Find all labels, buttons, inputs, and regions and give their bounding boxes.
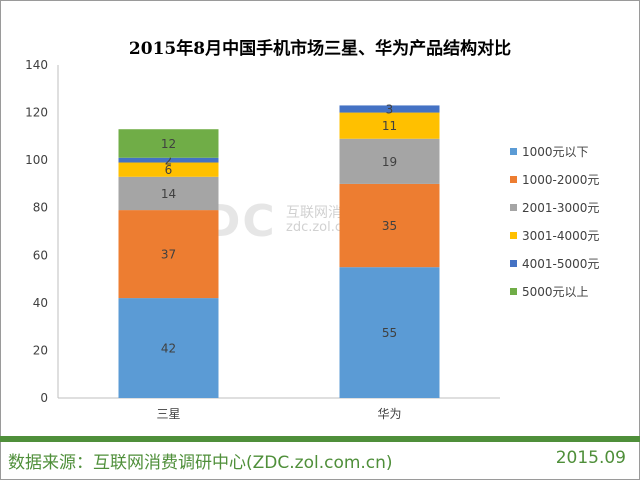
data-label: 3 [386,103,394,117]
x-tick-label: 华为 [377,407,401,421]
legend-label: 1000元以下 [522,145,589,159]
footer-divider [0,436,640,442]
data-label: 42 [161,342,176,356]
bar-segment [339,112,440,139]
legend-label: 1000-2000元 [522,173,599,187]
bar-segment [118,298,219,398]
bar-segment [339,267,440,398]
legend-swatch [510,232,517,239]
data-label: 35 [382,219,397,233]
x-tick-label: 三星 [156,407,180,421]
y-tick-label: 80 [33,201,48,215]
y-tick-label: 120 [25,106,48,120]
data-label: 19 [382,155,397,169]
bar-segment [118,157,219,163]
legend-swatch [510,176,517,183]
data-label: 37 [161,248,176,262]
bar-segment [339,105,440,113]
y-tick-label: 40 [33,296,48,310]
bar-segment [339,183,440,268]
y-tick-label: 20 [33,343,48,357]
data-label: 11 [382,119,397,133]
legend-swatch [510,148,517,155]
chart-title: 2015年8月中国手机市场三星、华为产品结构对比 [128,39,512,59]
data-label: 14 [161,187,176,201]
footer-date: 2015.09 [555,448,626,468]
bar-segment [118,176,219,211]
bar-segment [118,162,219,177]
data-label: 12 [161,137,176,151]
footer-source: 数据来源：互联网消费调研中心(ZDC.zol.com.cn) [8,453,393,473]
y-tick-label: 140 [25,58,48,72]
legend-label: 5000元以上 [522,285,589,299]
y-tick-label: 60 [33,248,48,262]
bar-segment [339,138,440,184]
legend-swatch [510,204,517,211]
y-tick-label: 100 [25,153,48,167]
data-label: 55 [382,326,397,340]
data-label: 6 [165,163,173,177]
legend-label: 3001-4000元 [522,229,599,243]
y-tick-label: 0 [40,391,48,405]
legend-label: 2001-3000元 [522,201,599,215]
legend-swatch [510,260,517,267]
legend-label: 4001-5000元 [522,257,599,271]
bar-segment [118,129,219,158]
bar-segment [118,210,219,299]
data-label: 2 [165,154,173,168]
legend-swatch [510,288,517,295]
